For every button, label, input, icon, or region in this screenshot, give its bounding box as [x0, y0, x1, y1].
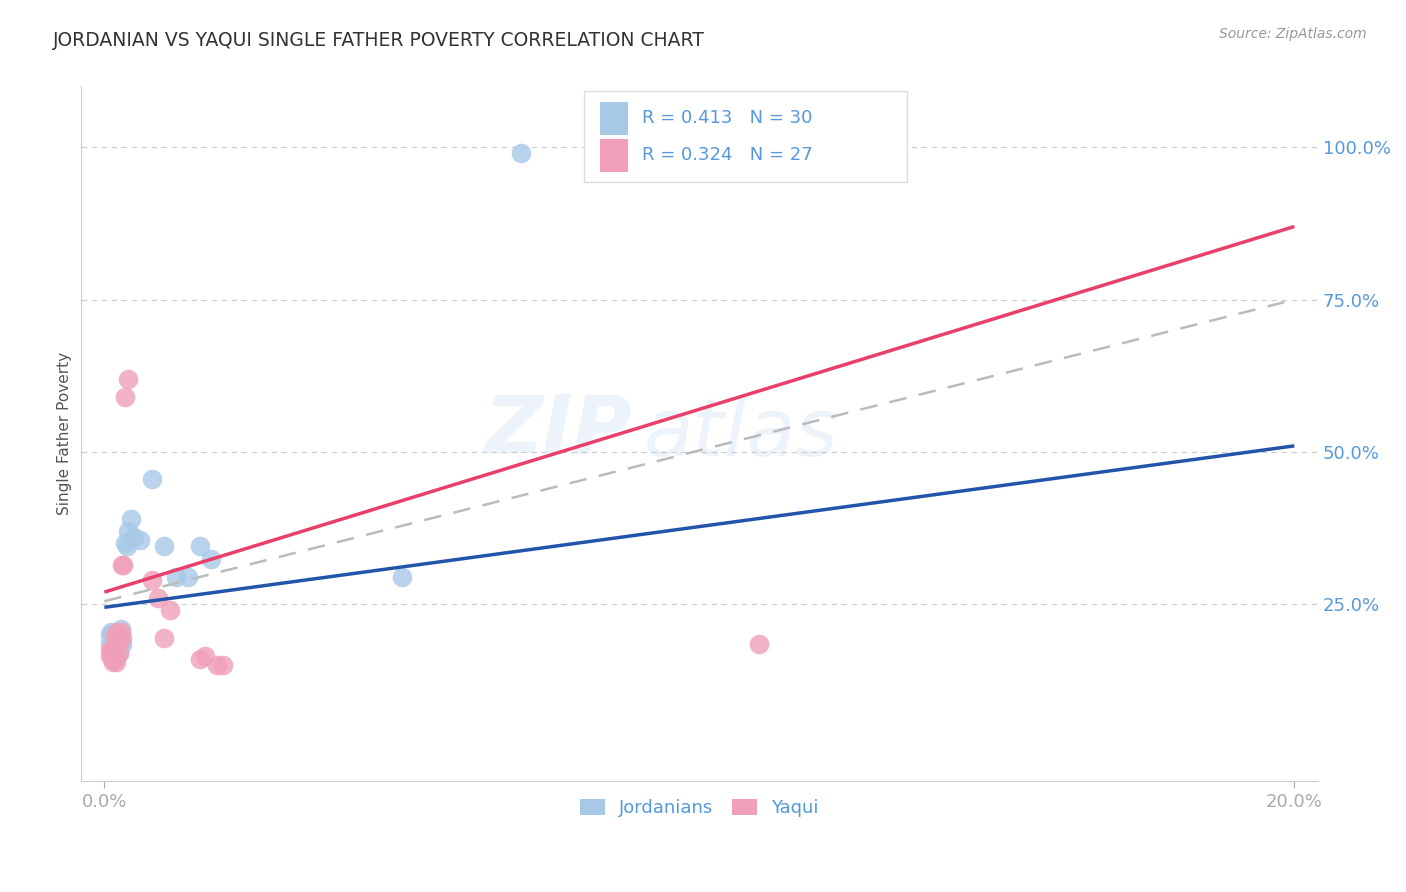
Text: atlas: atlas [644, 394, 838, 473]
Point [159, 603, 181, 617]
Point [105, 649, 128, 664]
Point [105, 649, 128, 664]
Text: ZIP: ZIP [484, 392, 631, 469]
Bar [600, 102, 627, 135]
Point [391, 570, 413, 584]
Point [207, 658, 229, 673]
Point [108, 646, 131, 660]
Point [98, 643, 121, 657]
Point [212, 658, 235, 673]
Point [104, 628, 127, 642]
Point [103, 637, 125, 651]
Point [115, 540, 138, 554]
Point [141, 573, 163, 587]
Text: Source: ZipAtlas.com: Source: ZipAtlas.com [1219, 27, 1367, 41]
Point [100, 646, 122, 660]
Point [111, 558, 134, 572]
Point [107, 624, 129, 639]
Point [120, 512, 142, 526]
Point [153, 540, 176, 554]
Point [114, 390, 136, 404]
Point [122, 530, 145, 544]
Point [103, 655, 125, 669]
Point [112, 558, 135, 572]
Point [129, 533, 152, 548]
Point [110, 624, 132, 639]
Point [107, 628, 129, 642]
Point [188, 652, 211, 666]
Point [107, 633, 129, 648]
Point [200, 551, 222, 566]
Point [110, 633, 132, 648]
Point [176, 570, 198, 584]
Point [98, 637, 121, 651]
Text: R = 0.324   N = 27: R = 0.324 N = 27 [643, 146, 813, 164]
Point [117, 524, 139, 538]
Point [748, 637, 770, 651]
Point [104, 640, 127, 654]
Point [103, 643, 125, 657]
Point [153, 631, 176, 645]
Point [117, 372, 139, 386]
Point [105, 655, 128, 669]
Point [146, 591, 169, 606]
Point [110, 622, 132, 636]
Point [165, 570, 187, 584]
Bar [585, 91, 907, 182]
Text: R = 0.413   N = 30: R = 0.413 N = 30 [643, 110, 813, 128]
Point [114, 536, 136, 550]
Point [509, 146, 531, 161]
Y-axis label: Single Father Poverty: Single Father Poverty [58, 352, 72, 516]
Legend: Jordanians, Yaqui: Jordanians, Yaqui [572, 791, 827, 824]
Point [188, 540, 211, 554]
Point [105, 643, 128, 657]
Point [104, 640, 127, 654]
Point [141, 472, 163, 486]
Point [111, 631, 134, 645]
Point [98, 628, 121, 642]
Bar [600, 138, 627, 172]
Point [103, 652, 125, 666]
Text: JORDANIAN VS YAQUI SINGLE FATHER POVERTY CORRELATION CHART: JORDANIAN VS YAQUI SINGLE FATHER POVERTY… [53, 31, 706, 50]
Point [194, 649, 217, 664]
Point [98, 649, 121, 664]
Point [108, 646, 131, 660]
Point [108, 637, 131, 651]
Point [104, 631, 127, 645]
Point [107, 633, 129, 648]
Point [100, 624, 122, 639]
Point [111, 637, 134, 651]
